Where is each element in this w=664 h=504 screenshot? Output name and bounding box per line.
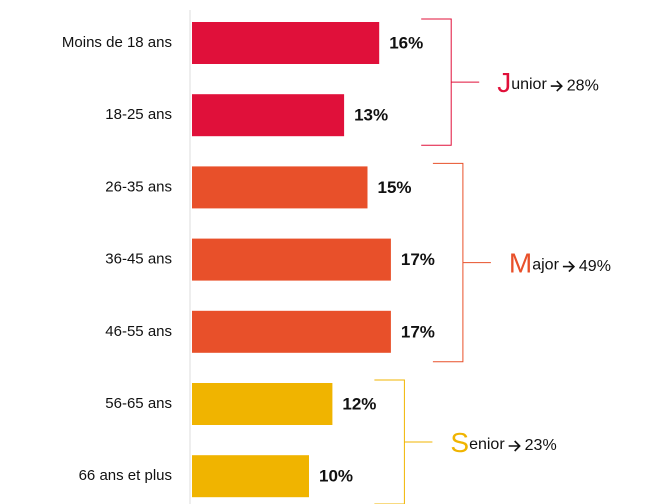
arrow-icon [562, 261, 576, 273]
arrow-icon [508, 440, 521, 452]
category-label: 36-45 ans [105, 251, 172, 268]
group-initial: M [509, 248, 532, 279]
bar [192, 383, 333, 425]
arrow-icon [550, 80, 563, 92]
group-bracket [421, 18, 480, 146]
bar [192, 166, 368, 209]
group-total: 23% [525, 437, 557, 454]
group-initial: S [450, 427, 469, 458]
category-label: 56-65 ans [105, 395, 172, 412]
value-label: 12% [342, 394, 376, 413]
group-total: 49% [579, 258, 611, 275]
group-bracket [374, 379, 433, 504]
group-name: Junior [497, 67, 547, 98]
bar [192, 22, 380, 64]
category-label: 46-55 ans [105, 323, 172, 340]
group-initial: J [497, 67, 511, 98]
value-label: 17% [401, 322, 435, 341]
group-total: 28% [567, 77, 599, 94]
group-bracket [432, 162, 491, 363]
bar [192, 238, 391, 281]
group-rest: unior [511, 76, 547, 93]
value-label: 17% [401, 250, 435, 269]
group-rest: ajor [532, 257, 559, 274]
category-label: 18-25 ans [105, 106, 172, 123]
value-label: 16% [389, 33, 423, 52]
bar [192, 94, 345, 137]
value-label: 15% [378, 178, 412, 197]
bar [192, 455, 309, 498]
category-label: 26-35 ans [105, 178, 172, 195]
group-rest: enior [469, 436, 505, 453]
category-label: Moins de 18 ans [62, 34, 172, 51]
group-name: Senior [450, 427, 505, 458]
value-label: 10% [319, 467, 353, 486]
group-name: Major [509, 248, 560, 279]
bar [192, 310, 391, 353]
value-label: 13% [354, 106, 388, 125]
category-label: 66 ans et plus [79, 467, 172, 484]
